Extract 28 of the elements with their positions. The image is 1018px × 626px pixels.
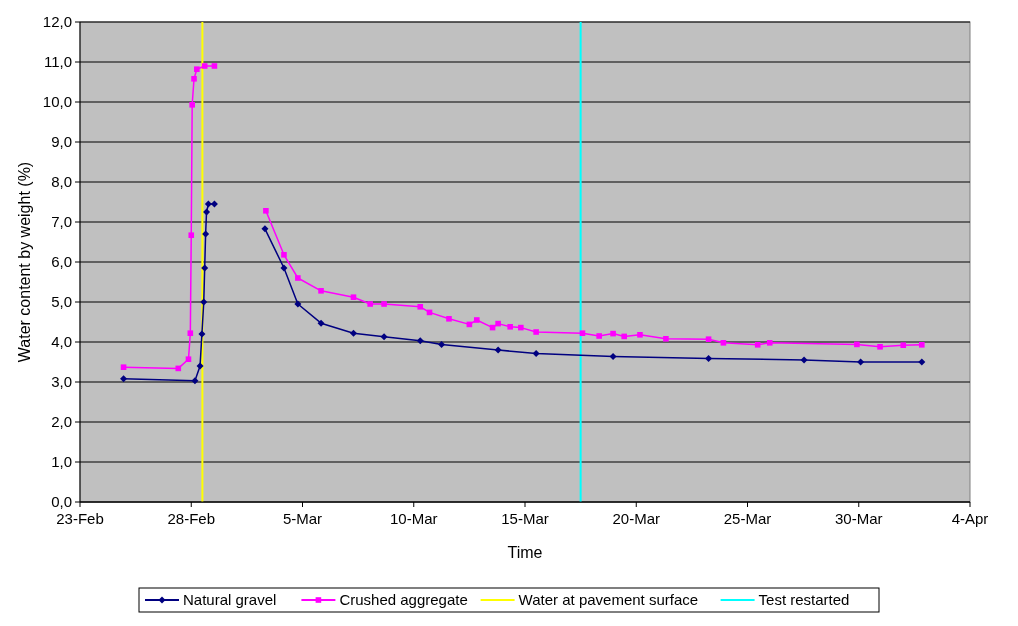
y-tick-label: 11,0	[43, 53, 72, 71]
y-tick-label: 3,0	[51, 373, 72, 391]
y-tick-label: 12,0	[42, 13, 72, 31]
y-tick-label: 2,0	[51, 413, 72, 431]
x-tick-label: 15-Mar	[501, 510, 549, 527]
y-tick-label: 10,0	[42, 93, 72, 111]
y-tick-label: 6,0	[51, 253, 72, 271]
x-tick-label: 4-Apr	[951, 510, 989, 527]
y-tick-label: 0,0	[51, 493, 72, 511]
legend-label: Crushed aggregate	[339, 591, 468, 609]
y-tick-label: 1,0	[51, 453, 72, 471]
x-tick-label: 20-Mar	[612, 510, 661, 527]
y-tick-label: 7,0	[51, 213, 72, 231]
x-axis-title: Time	[507, 544, 543, 561]
legend-label: Test restarted	[758, 591, 850, 609]
x-tick-label: 25-Mar	[723, 510, 772, 527]
y-axis-title: Water content by weight (%)	[16, 161, 33, 363]
legend-label: Natural gravel	[183, 591, 277, 609]
y-tick-label: 8,0	[51, 173, 72, 191]
y-tick-label: 4,0	[51, 333, 72, 351]
x-tick-label: 10-Mar	[389, 510, 438, 527]
legend-label: Water at pavement surface	[518, 591, 699, 609]
x-tick-label: 28-Feb	[167, 510, 216, 527]
y-tick-label: 5,0	[51, 293, 72, 311]
x-tick-label: 5-Mar	[282, 510, 323, 527]
x-tick-label: 30-Mar	[834, 510, 883, 527]
x-tick-label: 23-Feb	[56, 510, 104, 527]
y-tick-label: 9,0	[51, 133, 72, 151]
